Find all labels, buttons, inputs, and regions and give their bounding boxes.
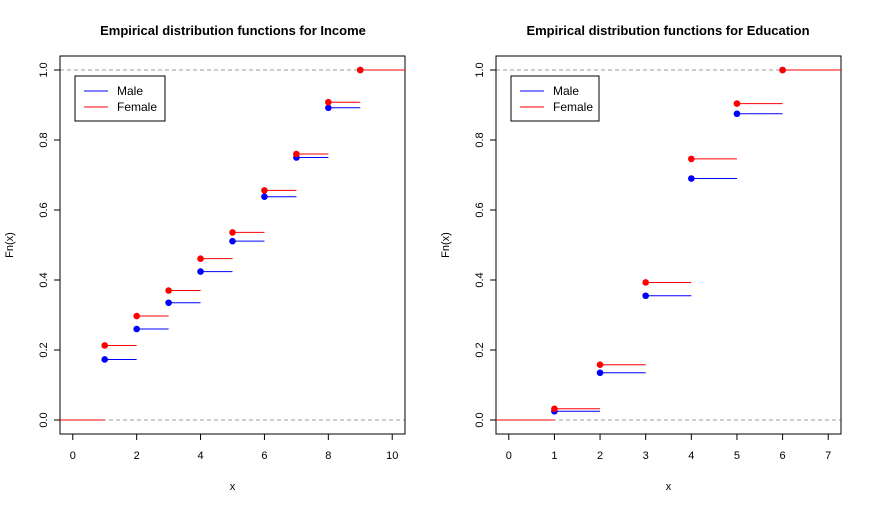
chart-title: Empirical distribution functions for Edu…: [526, 23, 809, 38]
ecdf-point-female: [688, 155, 695, 163]
y-tick-label: 0.6: [38, 202, 50, 217]
ecdf-point-female: [596, 361, 604, 369]
ecdf-point-male: [325, 104, 332, 112]
y-tick-label: 0.2: [38, 342, 50, 357]
chart-title: Empirical distribution functions for Inc…: [100, 23, 366, 38]
x-tick-label: 4: [197, 450, 203, 462]
plot-frame: [495, 55, 842, 435]
y-tick-label: 0.4: [474, 272, 486, 287]
ecdf-point-male: [688, 175, 695, 182]
ecdf-point-male: [596, 369, 604, 377]
y-tick-label: 0.2: [474, 342, 486, 357]
x-tick-label: 1: [551, 450, 557, 462]
legend-label-female: Female: [553, 100, 593, 114]
ecdf-point-female: [133, 312, 140, 320]
legend-label-female: Female: [117, 100, 157, 114]
x-tick-label: 10: [386, 450, 398, 462]
y-tick-label: 1.0: [38, 62, 50, 77]
ecdf-point-male: [133, 325, 140, 333]
x-tick-label: 6: [780, 450, 786, 462]
ecdf-point-female: [733, 100, 741, 107]
ecdf-point-male: [165, 299, 172, 307]
ecdf-point-female: [293, 150, 300, 158]
x-tick-label: 5: [734, 450, 740, 462]
x-axis-label: x: [666, 481, 672, 493]
y-tick-label: 0.4: [38, 272, 50, 287]
ecdf-point-female: [325, 98, 332, 106]
legend-label-male: Male: [553, 84, 579, 98]
x-tick-label: 3: [643, 450, 649, 462]
ecdf-point-female: [165, 287, 172, 294]
legend-box: [510, 75, 600, 122]
ecdf-point-female: [229, 229, 236, 236]
x-tick-label: 0: [70, 450, 76, 462]
y-tick-label: 1.0: [474, 62, 486, 77]
y-tick-label: 0.8: [474, 132, 486, 147]
ecdf-point-male: [229, 237, 236, 245]
y-axis-label: Fn(x): [4, 232, 16, 258]
y-tick-label: 0.0: [474, 412, 486, 427]
ecdf-point-female: [261, 187, 268, 194]
x-axis-label: x: [230, 481, 236, 493]
ecdf-point-female: [197, 255, 204, 262]
plot-frame: [59, 55, 406, 435]
x-tick-label: 4: [688, 450, 694, 462]
ecdf-point-female: [356, 66, 364, 74]
y-tick-label: 0.6: [474, 202, 486, 217]
ecdf-point-female: [642, 279, 649, 286]
x-tick-label: 7: [825, 450, 831, 462]
ecdf-point-male: [733, 110, 741, 118]
ecdf-point-male: [642, 292, 649, 300]
ecdf-point-female: [779, 66, 786, 74]
legend-label-male: Male: [117, 84, 143, 98]
x-tick-label: 0: [506, 450, 512, 462]
ecdf-point-male: [101, 356, 109, 363]
ecdf-point-female: [101, 342, 109, 349]
y-axis-label: Fn(x): [440, 232, 452, 258]
ecdf-point-female: [551, 405, 558, 413]
x-tick-label: 8: [325, 450, 331, 462]
x-tick-label: 2: [134, 450, 140, 462]
y-tick-label: 0.0: [38, 412, 50, 427]
x-tick-label: 2: [597, 450, 603, 462]
ecdf-point-male: [261, 193, 268, 200]
ecdf-point-male: [197, 268, 204, 275]
legend-box: [74, 75, 166, 122]
y-tick-label: 0.8: [38, 132, 50, 147]
x-tick-label: 6: [261, 450, 267, 462]
